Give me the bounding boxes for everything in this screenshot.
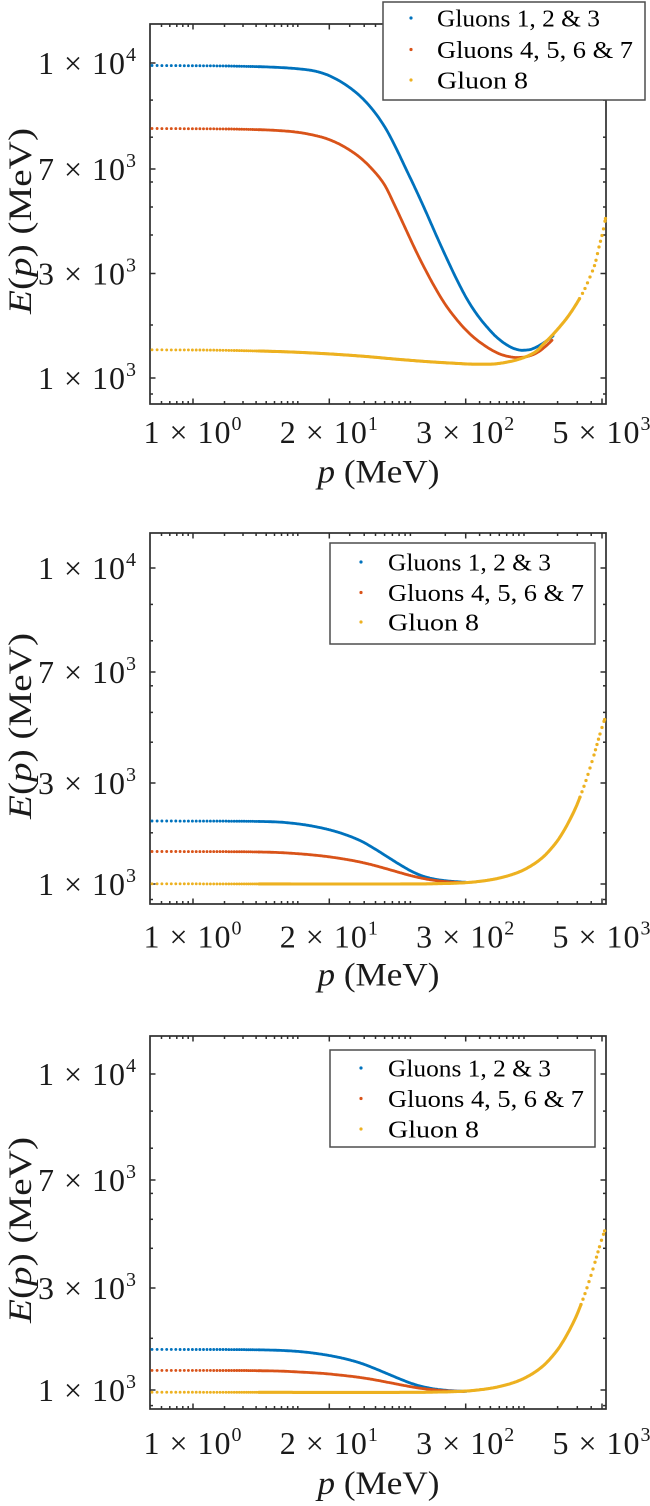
svg-text:Gluons 4, 5, 6 & 7: Gluons 4, 5, 6 & 7 xyxy=(437,38,633,64)
svg-text:1 × 104: 1 × 104 xyxy=(38,44,137,81)
svg-text:Gluons 4, 5, 6 & 7: Gluons 4, 5, 6 & 7 xyxy=(388,1087,584,1113)
svg-text:1 × 103: 1 × 103 xyxy=(38,1371,137,1408)
svg-text:2 × 101: 2 × 101 xyxy=(280,918,379,955)
svg-text:E(p) (MeV): E(p) (MeV) xyxy=(3,633,39,820)
svg-text:5 × 103: 5 × 103 xyxy=(552,1424,650,1461)
svg-text:5 × 103: 5 × 103 xyxy=(552,413,650,450)
svg-text:1 × 100: 1 × 100 xyxy=(143,1424,242,1461)
svg-text:1 × 104: 1 × 104 xyxy=(38,1055,137,1092)
svg-text:Gluon 8: Gluon 8 xyxy=(437,69,528,95)
svg-text:Gluons 1, 2 & 3: Gluons 1, 2 & 3 xyxy=(437,7,600,33)
svg-text:p (MeV): p (MeV) xyxy=(315,1466,439,1501)
svg-text:2 × 101: 2 × 101 xyxy=(280,1424,379,1461)
svg-text:1 × 104: 1 × 104 xyxy=(38,549,137,586)
svg-text:1 × 100: 1 × 100 xyxy=(143,413,242,450)
svg-text:Gluons 1, 2 & 3: Gluons 1, 2 & 3 xyxy=(388,1057,551,1083)
svg-text:5 × 103: 5 × 103 xyxy=(552,918,650,955)
svg-text:Gluon 8: Gluon 8 xyxy=(388,611,479,637)
svg-text:p (MeV): p (MeV) xyxy=(315,455,439,491)
svg-text:1 × 103: 1 × 103 xyxy=(38,865,137,902)
svg-text:2 × 101: 2 × 101 xyxy=(280,413,379,450)
svg-text:3 × 103: 3 × 103 xyxy=(38,1269,137,1306)
svg-text:E(p) (MeV): E(p) (MeV) xyxy=(3,1137,39,1324)
svg-text:p (MeV): p (MeV) xyxy=(315,958,439,994)
svg-text:1 × 100: 1 × 100 xyxy=(143,918,242,955)
svg-text:7 × 103: 7 × 103 xyxy=(38,1161,137,1198)
svg-text:3 × 102: 3 × 102 xyxy=(416,918,515,955)
svg-text:E(p) (MeV): E(p) (MeV) xyxy=(3,128,39,315)
svg-text:3 × 103: 3 × 103 xyxy=(38,255,137,292)
svg-text:3 × 102: 3 × 102 xyxy=(416,1424,515,1461)
svg-text:3 × 102: 3 × 102 xyxy=(416,413,515,450)
svg-text:7 × 103: 7 × 103 xyxy=(38,653,137,690)
svg-text:Gluon 8: Gluon 8 xyxy=(388,1118,479,1144)
svg-text:Gluons 4, 5, 6 & 7: Gluons 4, 5, 6 & 7 xyxy=(388,581,584,607)
svg-text:Gluons 1, 2 & 3: Gluons 1, 2 & 3 xyxy=(388,551,551,577)
svg-text:7 × 103: 7 × 103 xyxy=(38,150,137,187)
svg-text:1 × 103: 1 × 103 xyxy=(38,359,137,396)
svg-text:3 × 103: 3 × 103 xyxy=(38,764,137,801)
